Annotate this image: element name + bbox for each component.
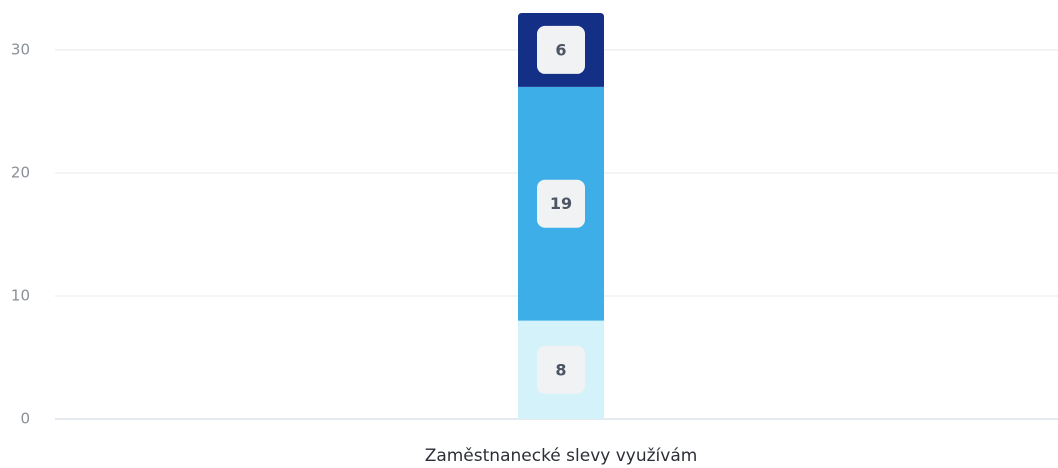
data-label: 8 (555, 360, 566, 379)
data-label-box (537, 345, 585, 394)
y-tick-label: 20 (11, 163, 30, 181)
data-label-box (537, 179, 585, 228)
data-label-box (537, 25, 585, 74)
y-tick-label: 30 (11, 40, 30, 58)
y-tick-label: 10 (11, 286, 30, 304)
y-tick-label: 0 (20, 410, 30, 428)
data-label: 19 (550, 194, 572, 213)
data-label: 6 (555, 40, 566, 59)
x-tick-label: Zaměstnanecké slevy využívám (425, 446, 698, 466)
